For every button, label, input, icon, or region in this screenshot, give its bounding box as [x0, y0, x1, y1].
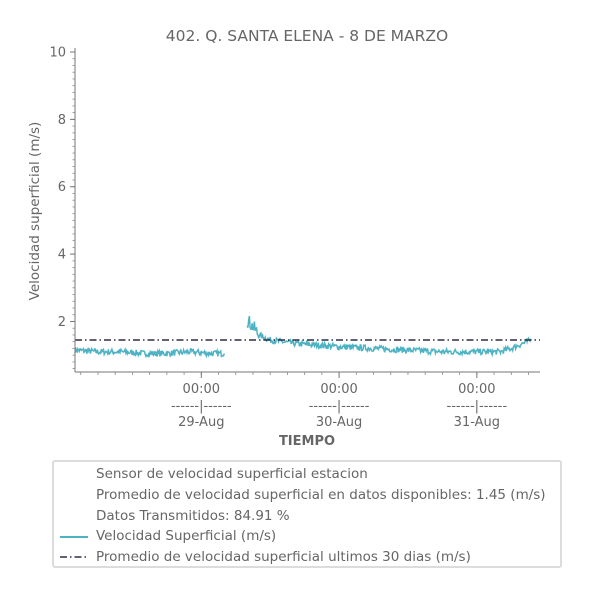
legend-header-text: Datos Transmitidos: 84.91 %	[96, 508, 290, 524]
y-tick-label: 8	[58, 113, 66, 128]
x-tick-separator: ------|------	[309, 399, 370, 414]
y-tick-label: 6	[58, 180, 66, 195]
legend-swatch-velocity	[60, 536, 88, 538]
y-axis-label: Velocidad superficial (m/s)	[27, 122, 43, 301]
legend-header-transmitted: Datos Transmitidos: 84.91 %	[54, 507, 560, 527]
legend-header-text: Promedio de velocidad superficial en dat…	[96, 487, 546, 503]
x-tick-separator: ------|------	[171, 399, 232, 414]
velocity-series-segment-0	[74, 346, 226, 359]
y-tick-label: 10	[49, 46, 66, 61]
x-tick-date: 31-Aug	[454, 415, 500, 430]
line-chart: 402. Q. SANTA ELENA - 8 DE MARZO Velocid…	[27, 27, 540, 449]
legend-item-label: Velocidad Superficial (m/s)	[96, 528, 277, 544]
legend: Sensor de velocidad superficial estacion…	[52, 460, 562, 568]
x-tick-separator: ------|------	[447, 399, 508, 414]
legend-item-velocity: Velocidad Superficial (m/s)	[54, 527, 560, 547]
legend-item-average: Promedio de velocidad superficial ultimo…	[54, 548, 560, 568]
legend-header-average: Promedio de velocidad superficial en dat…	[54, 486, 560, 506]
x-tick-time: 00:00	[183, 382, 220, 397]
chart-title: 402. Q. SANTA ELENA - 8 DE MARZO	[166, 27, 449, 45]
x-tick-date: 30-Aug	[316, 415, 362, 430]
velocity-series-segment-1	[246, 315, 532, 358]
x-tick-date: 29-Aug	[178, 415, 224, 430]
x-tick-time: 00:00	[320, 382, 357, 397]
x-axis-label: TIEMPO	[279, 434, 335, 449]
y-tick-label: 4	[58, 248, 66, 263]
x-tick-time: 00:00	[458, 382, 495, 397]
y-tick-label: 2	[58, 315, 66, 330]
legend-item-label: Promedio de velocidad superficial ultimo…	[96, 549, 471, 565]
legend-header-text: Sensor de velocidad superficial estacion	[96, 466, 368, 482]
legend-header-sensor: Sensor de velocidad superficial estacion	[54, 465, 560, 485]
legend-swatch-average	[60, 556, 88, 558]
